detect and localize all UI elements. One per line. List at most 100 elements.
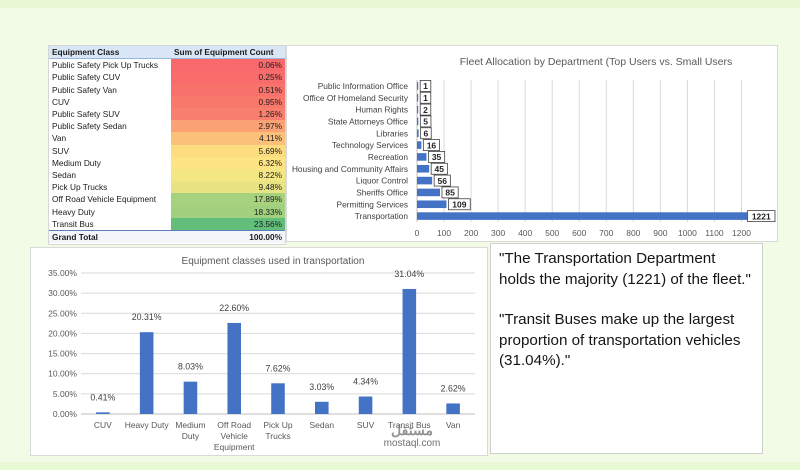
fleet-x-tick-label: 1000 (678, 228, 697, 238)
fleet-category-label: Public Information Office (318, 81, 409, 91)
fleet-chart-title: Fleet Allocation by Department (Top User… (460, 56, 733, 68)
fleet-data-label-box (419, 91, 432, 104)
fleet-data-label-box (747, 210, 776, 222)
fleet-data-label: 35 (432, 152, 442, 162)
insights-text-box: "The Transportation Department holds the… (490, 243, 763, 454)
pivot-row: Heavy Duty 18.33% (49, 205, 285, 218)
fleet-bar (417, 129, 419, 138)
pivot-row: Transit Bus 23.56% (49, 217, 285, 231)
pivot-table-panel: Equipment Class Sum of Equipment Count P… (48, 45, 286, 245)
pivot-row-value: 23.56% (171, 217, 285, 231)
equipment-data-label: 4.34% (353, 377, 378, 387)
pivot-row-label: Van (52, 133, 67, 144)
fleet-data-label-box (419, 103, 432, 116)
pivot-header-row: Equipment Class Sum of Equipment Count (49, 46, 285, 60)
fleet-data-label: 56 (438, 176, 448, 186)
equipment-category-label: Medium Duty (175, 420, 205, 441)
fleet-x-tick-label: 400 (518, 228, 532, 238)
watermark-arabic-text: مستقل (391, 422, 433, 438)
fleet-x-tick-label: 500 (545, 228, 559, 238)
fleet-bar (417, 141, 422, 149)
pivot-row-label: Sedan (52, 170, 76, 181)
fleet-data-label: 1 (423, 93, 428, 103)
fleet-bar (417, 117, 419, 126)
pivot-row-label: Medium Duty (52, 157, 101, 168)
fleet-x-tick-label: 100 (437, 228, 451, 238)
fleet-category-label: Housing and Community Affairs (292, 164, 408, 174)
equipment-category-label: Sedan (309, 420, 334, 430)
pivot-row-label: Public Safety SUV (52, 109, 120, 120)
equipment-category-label: Heavy Duty (125, 420, 170, 430)
pivot-row-value: 5.69% (171, 144, 285, 157)
equipment-y-tick-label: 25.00% (48, 308, 77, 318)
pivot-total-label: Grand Total (49, 230, 171, 244)
fleet-data-label: 16 (427, 140, 437, 150)
fleet-x-tick-label: 0 (415, 228, 420, 238)
pivot-row: Public Safety Van 0.51% (49, 83, 285, 96)
insight-quote-transit-bus: "Transit Buses make up the largest propo… (499, 311, 741, 369)
pivot-row-label: Heavy Duty (52, 206, 95, 217)
equipment-category-label: SUV (357, 420, 375, 430)
pivot-total-value: 100.00% (171, 230, 285, 244)
fleet-bar (417, 212, 748, 220)
pivot-header-equipment-class[interactable]: Equipment Class (49, 46, 171, 60)
pivot-row-value: 18.33% (171, 205, 285, 218)
fleet-data-label-box (433, 174, 451, 187)
fleet-data-label: 1221 (752, 211, 771, 221)
fleet-bar (417, 176, 433, 185)
fleet-category-label: Technology Services (332, 140, 408, 150)
fleet-bar (417, 164, 430, 173)
fleet-x-tick-label: 900 (653, 228, 667, 238)
fleet-category-label: Transportation (355, 211, 409, 221)
equipment-y-tick-label: 10.00% (48, 369, 77, 379)
pivot-row: Off Road Vehicle Equipment 17.89% (49, 193, 285, 206)
pivot-row-label: CUV (52, 96, 70, 107)
pivot-row: Sedan 8.22% (49, 169, 285, 182)
equipment-data-label: 0.41% (90, 392, 115, 402)
equipment-data-label: 22.60% (219, 303, 249, 313)
equipment-y-tick-label: 15.00% (48, 349, 77, 359)
equipment-bar (314, 401, 329, 414)
equipment-classes-chart: Equipment classes used in transportation… (48, 256, 475, 452)
top-band (0, 0, 800, 8)
fleet-category-label: Sheriffs Office (356, 187, 408, 197)
fleet-category-label: Liquor Control (356, 176, 408, 186)
fleet-bar (417, 200, 447, 209)
pivot-row-label: SUV (52, 145, 70, 156)
equipment-bar (402, 288, 417, 414)
pivot-row: Public Safety SUV 1.26% (49, 108, 285, 121)
watermark-logo: مستقل mostaql.com (372, 423, 452, 450)
pivot-row-label: Public Safety CUV (52, 72, 121, 83)
pivot-row-label: Pick Up Trucks (52, 182, 108, 193)
pivot-row-value: 6.32% (171, 156, 285, 170)
pivot-row-label: Public Safety Van (52, 84, 117, 95)
equipment-category-label: Van (446, 420, 461, 430)
watermark-latin-text: mostaql.com (383, 438, 441, 449)
equipment-category-label: Transit Bus (388, 420, 431, 430)
fleet-data-label: 2 (423, 105, 428, 115)
fleet-data-label-box (422, 139, 440, 151)
equipment-bar (358, 396, 373, 414)
pivot-header-sum[interactable]: Sum of Equipment Count (171, 46, 285, 60)
equipment-data-label: 8.03% (178, 362, 203, 372)
fleet-allocation-chart: Fleet Allocation by Department (Top User… (292, 56, 776, 238)
fleet-data-label-box (419, 80, 432, 92)
equipment-chart-title: Equipment classes used in transportation (182, 256, 365, 267)
equipment-data-label: 31.04% (394, 269, 424, 279)
pivot-row-value: 0.51% (171, 83, 285, 96)
bottom-band (0, 462, 800, 470)
fleet-x-tick-label: 800 (626, 228, 640, 238)
fleet-x-tick-label: 1100 (705, 228, 724, 238)
fleet-data-label: 109 (452, 199, 466, 209)
equipment-bar (139, 332, 154, 414)
pivot-row-value: 0.06% (171, 58, 285, 72)
pivot-row-value: 4.11% (171, 132, 285, 145)
pivot-row-value: 0.25% (171, 71, 285, 84)
fleet-bar (417, 153, 427, 161)
equipment-y-tick-label: 5.00% (53, 389, 78, 399)
fleet-data-label: 85 (445, 188, 455, 198)
pivot-row-value: 17.89% (171, 193, 285, 206)
fleet-category-label: State Attorneys Office (328, 116, 408, 126)
fleet-bar (417, 188, 440, 197)
equipment-category-label: Off Road Vehicle Equipment (214, 420, 255, 452)
